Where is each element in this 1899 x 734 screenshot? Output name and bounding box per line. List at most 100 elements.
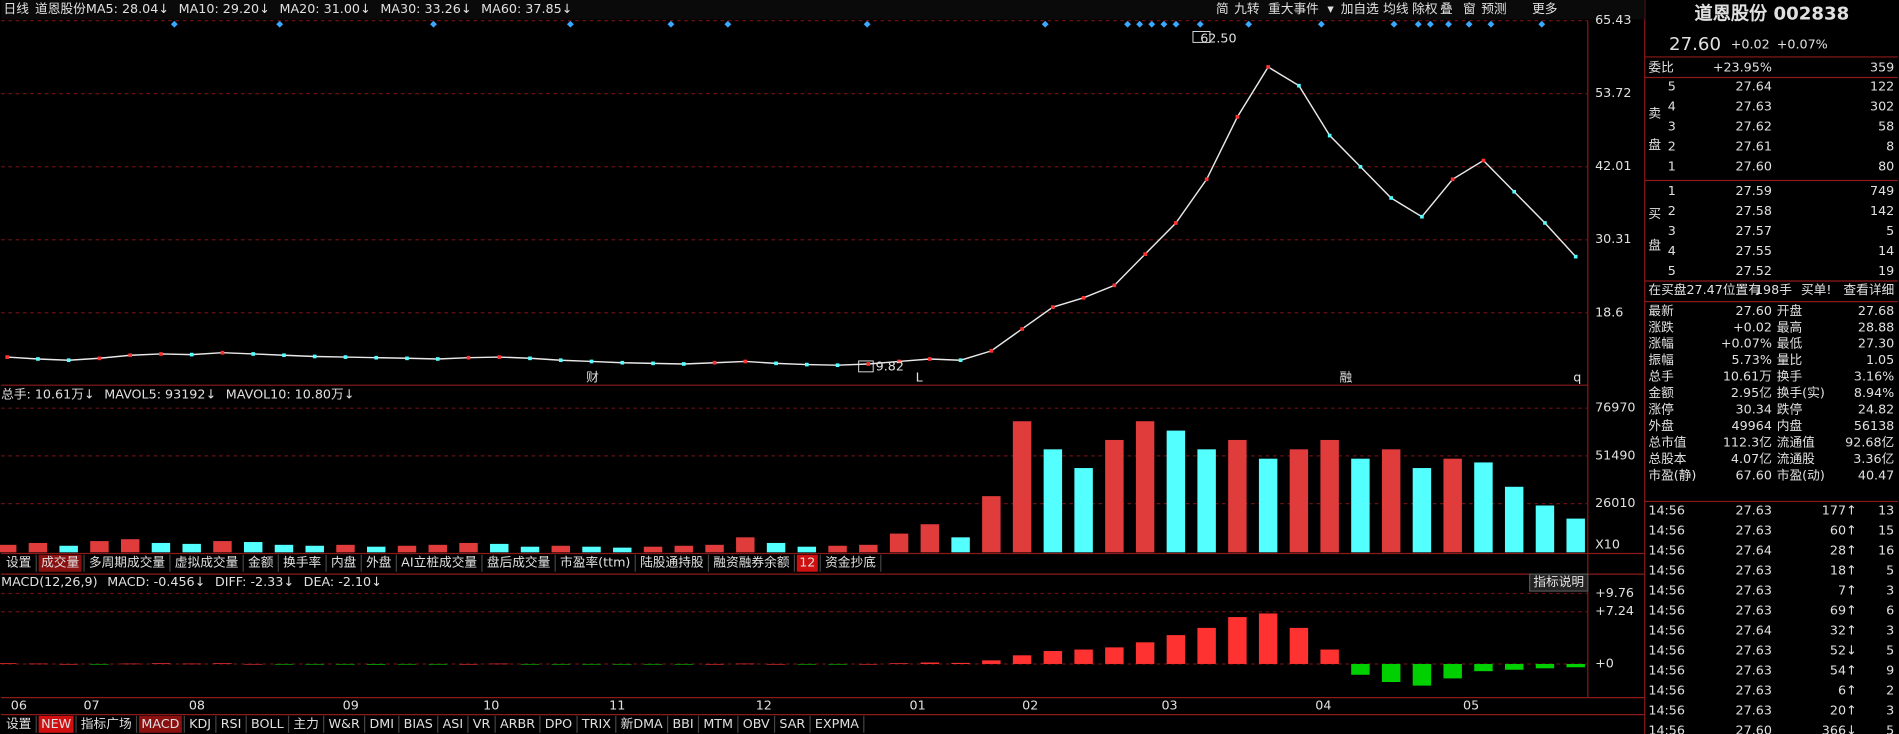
trade-time: 14:56	[1648, 623, 1685, 638]
stat-value: 27.30	[1858, 336, 1894, 351]
trade-volume: 20↑	[1830, 702, 1857, 717]
tab[interactable]: MACD	[141, 716, 179, 731]
volume-bar	[90, 541, 109, 553]
stat-label: 最低	[1777, 336, 1803, 351]
tab[interactable]: VR	[473, 716, 491, 731]
toolbar-button[interactable]: 简	[1216, 1, 1229, 16]
stat-value: 2.95亿	[1731, 385, 1772, 400]
volume-bar	[490, 543, 509, 553]
macd-bar	[1474, 663, 1493, 672]
tab[interactable]: 多周期成交量	[89, 555, 166, 570]
volume-bar	[643, 546, 663, 553]
toolbar-button[interactable]: ▾	[1327, 1, 1334, 16]
toolbar-button[interactable]: 叠	[1440, 1, 1453, 16]
volume-bar	[766, 542, 786, 553]
macd-bar	[90, 663, 109, 665]
macd-bar	[828, 663, 847, 665]
trade-time: 14:56	[1648, 683, 1685, 698]
price-point	[1297, 83, 1301, 88]
level-volume: 122	[1870, 79, 1894, 94]
volume-bar	[705, 544, 724, 553]
tab[interactable]: 设置	[6, 716, 31, 731]
tab[interactable]: BBI	[672, 716, 693, 731]
tab[interactable]: 盘后成交量	[487, 555, 551, 570]
tab[interactable]: 外盘	[366, 555, 392, 570]
tab[interactable]: AI立桩成交量	[401, 555, 477, 570]
tab[interactable]: 成交量	[41, 555, 79, 570]
price-point	[1235, 115, 1240, 119]
tab[interactable]: 融资融券余额	[713, 555, 790, 570]
macd-bar	[766, 663, 786, 665]
level-volume: 142	[1870, 203, 1894, 218]
volume-bar	[1443, 458, 1462, 553]
trade-price: 27.64	[1736, 543, 1772, 558]
volume-bar	[1135, 421, 1155, 553]
tab[interactable]: 金额	[248, 555, 274, 570]
toolbar-button[interactable]: 预测	[1481, 1, 1506, 16]
tab[interactable]: RSI	[221, 716, 242, 731]
tab[interactable]: W&R	[328, 716, 359, 731]
tab[interactable]: 设置	[6, 555, 31, 570]
toolbar-button[interactable]: 更多	[1532, 1, 1557, 16]
y-tick-label: 26010	[1595, 495, 1635, 510]
macd-bar	[613, 663, 632, 665]
tab[interactable]: 陆股通持股	[640, 555, 704, 570]
trade-count: 5	[1886, 722, 1894, 734]
toolbar-button[interactable]: 九转	[1234, 1, 1260, 16]
macd-bar	[551, 663, 570, 665]
stat-value: 10.61万	[1723, 369, 1772, 384]
tab[interactable]: 换手率	[283, 555, 321, 570]
tab[interactable]: 12	[799, 555, 815, 570]
stat-value: 4.07亿	[1731, 451, 1772, 466]
tab[interactable]: ASI	[443, 716, 464, 731]
trade-price: 27.60	[1736, 722, 1772, 734]
tab[interactable]: MTM	[703, 716, 733, 731]
stat-value: 92.68亿	[1845, 435, 1894, 450]
annotation: 融	[1340, 369, 1353, 384]
tab[interactable]: 新DMA	[621, 716, 663, 731]
tab[interactable]: 指标广场	[81, 716, 132, 731]
macd-bar	[889, 663, 909, 664]
volume-bar	[674, 545, 694, 553]
trade-count: 5	[1886, 643, 1894, 658]
tab[interactable]: 市盈率(ttm)	[560, 555, 630, 570]
level: 3	[1668, 119, 1676, 134]
toolbar-button[interactable]: 均线	[1383, 1, 1409, 16]
tab[interactable]: SAR	[779, 716, 805, 731]
volume-bar	[367, 546, 386, 553]
toolbar-button[interactable]: 加自选	[1341, 1, 1379, 16]
stat-label: 最高	[1777, 319, 1802, 334]
tab[interactable]: 资金抄底	[825, 555, 876, 570]
tab[interactable]: 虚拟成交量	[175, 555, 239, 570]
level: 1	[1668, 159, 1676, 174]
quote-change: +0.02	[1731, 36, 1770, 51]
toolbar-button[interactable]: 窗	[1463, 1, 1476, 16]
trade-count: 6	[1886, 603, 1894, 618]
tab[interactable]: BIAS	[404, 716, 433, 731]
tab[interactable]: EXPMA	[815, 716, 859, 731]
notice-link[interactable]: 查看详细	[1843, 282, 1894, 297]
y-tick-label: 76970	[1595, 400, 1635, 415]
level: 5	[1668, 263, 1676, 278]
price-point	[374, 355, 379, 360]
tab[interactable]: 内盘	[331, 555, 357, 570]
stat-label: 涨停	[1648, 402, 1674, 417]
toolbar-button[interactable]: 除权	[1412, 1, 1438, 16]
tab[interactable]: NEW	[41, 716, 72, 731]
tab[interactable]: 主力	[293, 716, 318, 731]
tab[interactable]: ARBR	[500, 716, 535, 731]
tab[interactable]: DMI	[369, 716, 393, 731]
toolbar-button[interactable]: 重大事件	[1268, 1, 1319, 16]
tab[interactable]: DPO	[545, 716, 572, 731]
notice: 在买盘27.47位置有	[1648, 282, 1761, 297]
explain-button[interactable]: 指标说明	[1533, 574, 1584, 589]
price-point	[743, 359, 748, 364]
volume-bar	[1289, 449, 1309, 553]
tab[interactable]: BOLL	[251, 716, 285, 731]
tab[interactable]: TRIX	[581, 716, 611, 731]
tab[interactable]: OBV	[743, 716, 770, 731]
tab[interactable]: KDJ	[189, 716, 211, 731]
volume-bar	[613, 547, 632, 553]
